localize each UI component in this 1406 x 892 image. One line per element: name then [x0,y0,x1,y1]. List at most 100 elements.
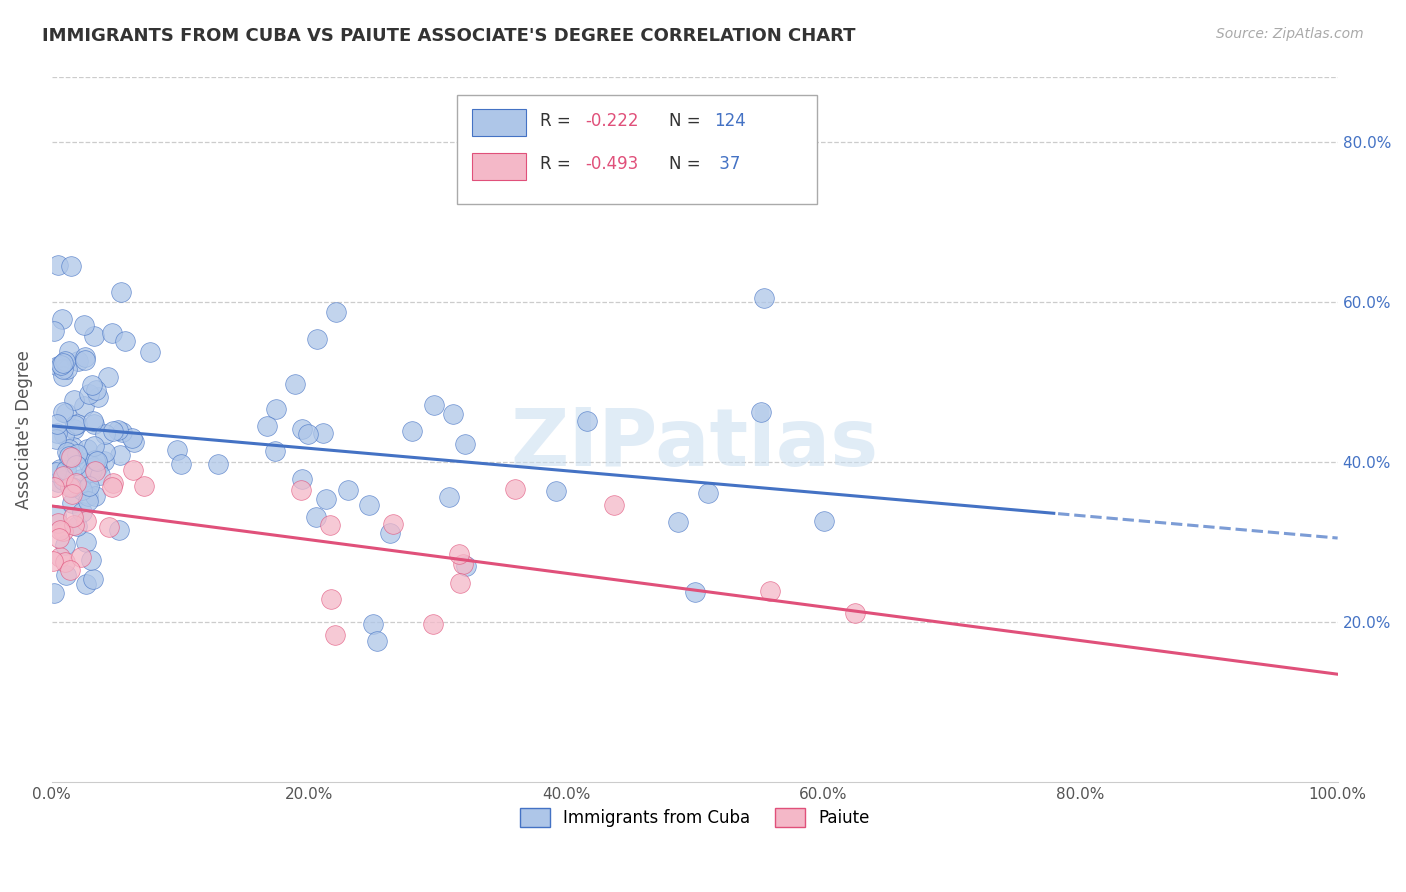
Text: ZIPatlas: ZIPatlas [510,405,879,483]
Point [107,523,129,537]
Bar [472,153,526,179]
Point [70,505,93,519]
Point [291,472,314,486]
Point [45,426,67,441]
Point [256,418,278,433]
Point [401,424,423,438]
Legend: Immigrants from Cuba, Paiute: Immigrants from Cuba, Paiute [513,801,876,834]
Point [111,425,134,440]
Point [114,334,136,349]
Y-axis label: Associate's Degree: Associate's Degree [15,351,32,509]
Point [62,517,84,532]
Point [62,509,84,524]
Point [107,423,129,437]
Point [454,436,477,450]
Point [80,465,103,479]
Point [66,354,89,368]
Point [44,586,66,600]
Point [323,628,346,642]
Point [754,292,776,306]
Point [42,324,65,338]
Point [77,455,100,469]
Point [59,259,82,273]
Point [139,345,162,359]
Point [305,510,328,524]
Point [41,554,63,568]
Point [53,354,76,368]
Point [449,576,471,591]
Point [62,440,84,454]
Point [110,448,132,462]
Point [207,457,229,471]
Point [58,452,80,467]
Point [100,326,122,340]
Point [359,499,381,513]
Point [48,523,70,537]
Point [321,591,343,606]
Point [59,450,82,465]
Point [58,442,80,457]
Point [52,356,75,370]
Point [319,517,342,532]
Point [45,417,67,432]
Point [59,480,82,494]
Point [813,514,835,528]
Point [45,432,67,446]
Text: N =: N = [669,112,706,130]
Point [447,547,470,561]
Point [83,439,105,453]
Point [63,422,86,436]
Point [52,362,75,376]
Point [602,498,624,512]
Point [48,258,70,272]
Point [546,483,568,498]
Point [52,473,75,487]
Point [456,558,478,573]
Text: -0.222: -0.222 [585,112,638,130]
Text: -0.493: -0.493 [585,155,638,173]
Bar [472,109,526,136]
Point [58,343,80,358]
Point [45,508,67,523]
Point [51,312,73,326]
Point [422,617,444,632]
Point [325,304,347,318]
Point [49,549,72,564]
Point [759,583,782,598]
Point [55,362,77,376]
Text: IMMIGRANTS FROM CUBA VS PAIUTE ASSOCIATE'S DEGREE CORRELATION CHART: IMMIGRANTS FROM CUBA VS PAIUTE ASSOCIATE… [42,27,856,45]
Point [264,402,287,417]
Point [60,480,83,494]
Point [60,487,83,501]
Point [315,492,337,507]
Point [121,431,143,445]
Point [77,494,100,508]
Point [83,329,105,343]
Point [80,552,103,566]
Text: 124: 124 [714,112,745,130]
Point [52,405,75,419]
Point [63,418,86,433]
Point [76,442,98,456]
Point [97,369,120,384]
Point [60,496,83,510]
Point [422,398,444,412]
Point [263,444,285,458]
Point [94,426,117,441]
Point [93,454,115,468]
Point [683,584,706,599]
Point [84,452,107,467]
Point [86,454,108,468]
Point [86,461,108,475]
Point [122,435,145,450]
Text: R =: R = [540,155,576,173]
Point [65,476,87,491]
Point [170,457,193,471]
Point [291,422,314,436]
Point [63,450,86,465]
Point [441,407,464,421]
Point [451,557,474,571]
Point [75,350,97,364]
Point [42,480,65,494]
Point [290,483,312,497]
